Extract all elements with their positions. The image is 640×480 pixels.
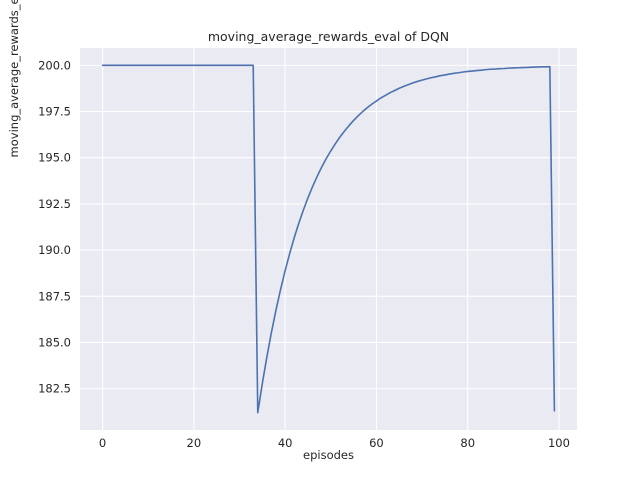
y-tick-label: 185.0 — [38, 335, 71, 349]
x-tick-label: 80 — [460, 436, 475, 450]
y-tick-label: 182.5 — [38, 382, 71, 396]
y-tick-label: 187.5 — [38, 289, 71, 303]
x-tick-label: 100 — [548, 436, 570, 450]
y-tick-label: 197.5 — [38, 105, 71, 119]
series-line-dqn — [101, 64, 556, 414]
y-tick-label: 190.0 — [38, 243, 71, 257]
x-axis-label: episodes — [303, 448, 354, 462]
chart-title: moving_average_rewards_eval of DQN — [207, 29, 450, 44]
x-tick-label: 0 — [99, 436, 106, 450]
y-tick-label: 195.0 — [38, 151, 71, 165]
x-tick-label: 60 — [369, 436, 384, 450]
y-tick-label: 200.0 — [38, 58, 71, 72]
axes-background — [80, 48, 577, 430]
y-axis-label: moving_average_rewards_eval — [7, 0, 21, 158]
y-tick-label: 192.5 — [38, 197, 71, 211]
x-tick-label: 20 — [187, 436, 202, 450]
x-tick-label: 40 — [278, 436, 293, 450]
